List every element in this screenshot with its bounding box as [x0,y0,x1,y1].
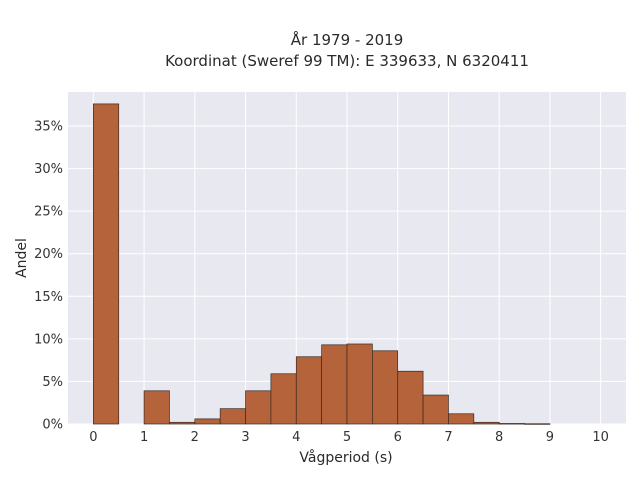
histogram-bar [372,350,399,425]
histogram-bar [498,423,525,425]
histogram-bar [169,421,196,425]
histogram-bar [448,413,475,425]
histogram-bar [524,423,551,425]
x-tick-label: 10 [592,430,609,445]
x-tick-label: 9 [546,430,554,445]
x-tick-label: 0 [89,430,97,445]
y-tick-labels: 0% 5% 10% 15% 20% 25% 30% 35% [34,120,63,433]
x-tick-label: 1 [140,430,148,445]
histogram-bar [397,370,424,425]
x-tick-label: 2 [191,430,199,445]
histogram-bar [219,408,246,425]
x-tick-label: 7 [444,430,452,445]
x-tick-label: 4 [292,430,300,445]
histogram-bar [473,421,500,425]
x-tick-label: 5 [343,430,351,445]
x-tick-labels: 0 1 2 3 4 5 6 7 8 9 10 [89,430,609,445]
x-tick-label: 8 [495,430,503,445]
histogram-bar [194,418,221,425]
x-tick-label: 3 [241,430,249,445]
y-tick-label: 25% [34,205,63,220]
x-axis-label: Vågperiod (s) [299,449,392,466]
histogram-bar [143,390,170,425]
y-tick-label: 15% [34,290,63,305]
bars [93,103,551,425]
histogram-bar [321,344,348,425]
grid-lines [68,92,626,425]
histogram-bar [270,373,297,425]
chart-title-line2: Koordinat (Sweref 99 TM): E 339633, N 63… [165,52,529,70]
chart-title-line1: År 1979 - 2019 [291,30,404,49]
y-tick-label: 5% [42,375,63,390]
histogram-bar [93,103,120,425]
y-tick-label: 30% [34,162,63,177]
y-tick-label: 0% [42,418,63,433]
y-axis-label: Andel [14,238,30,278]
y-tick-label: 20% [34,247,63,262]
x-tick-label: 6 [394,430,402,445]
y-tick-label: 10% [34,332,63,347]
histogram-bar [346,343,373,425]
histogram-bar [245,390,272,425]
histogram-bar [295,356,322,425]
y-tick-label: 35% [34,120,63,135]
histogram-bar [422,394,449,425]
